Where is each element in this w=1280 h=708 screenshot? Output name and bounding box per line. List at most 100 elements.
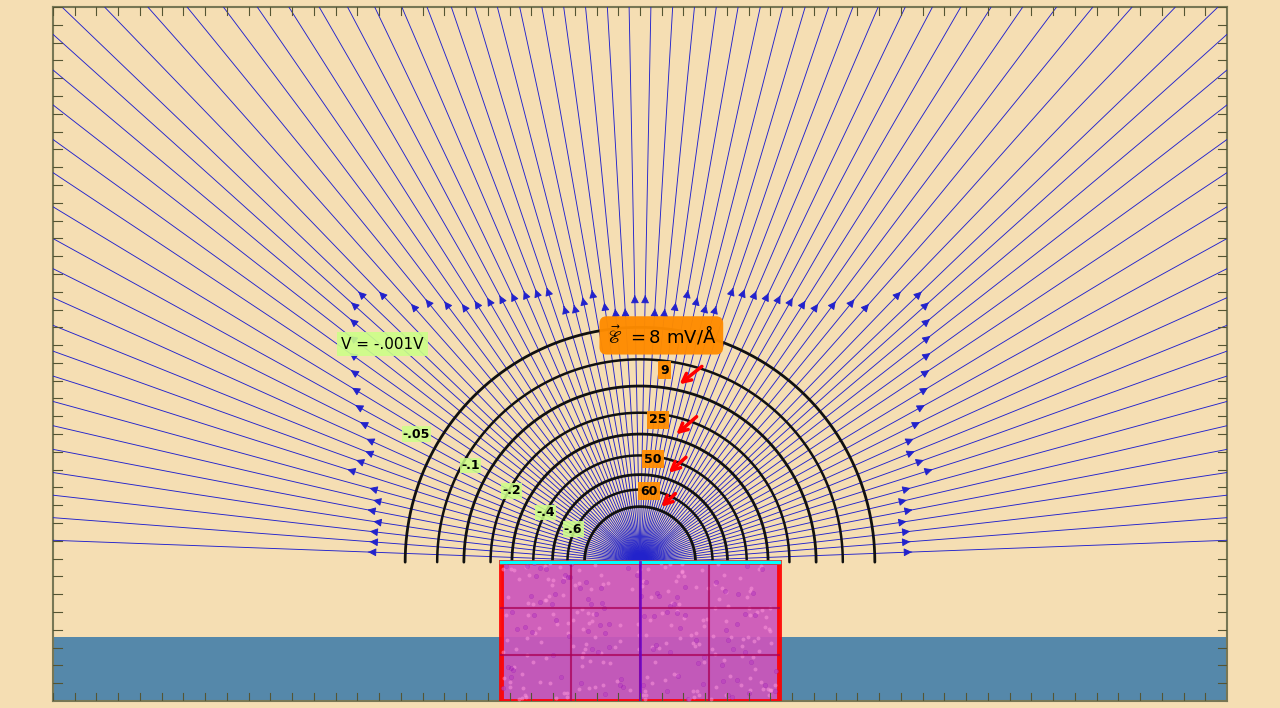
Point — [675, 581, 695, 593]
FancyArrowPatch shape — [671, 303, 678, 311]
FancyArrowPatch shape — [660, 309, 667, 316]
Point — [547, 618, 567, 629]
Point — [572, 647, 593, 658]
FancyArrowPatch shape — [488, 299, 494, 307]
Text: -.4: -.4 — [536, 506, 556, 519]
Point — [659, 600, 680, 612]
Point — [495, 561, 516, 572]
Point — [728, 588, 749, 600]
Point — [529, 622, 549, 634]
Point — [576, 576, 596, 588]
Point — [667, 669, 687, 680]
Point — [741, 657, 762, 668]
Point — [694, 651, 714, 662]
Point — [655, 674, 676, 685]
Point — [550, 671, 571, 683]
Point — [579, 617, 599, 629]
Point — [541, 579, 562, 590]
Point — [571, 651, 591, 662]
Text: -.2: -.2 — [502, 484, 521, 497]
Point — [631, 556, 652, 568]
Point — [737, 560, 758, 571]
FancyArrowPatch shape — [902, 487, 910, 493]
Point — [685, 641, 705, 652]
Point — [572, 623, 593, 634]
Point — [667, 607, 687, 619]
Point — [709, 593, 730, 604]
Point — [631, 590, 652, 602]
FancyArrowPatch shape — [358, 292, 366, 299]
Point — [536, 564, 557, 575]
Point — [703, 644, 723, 655]
FancyArrowPatch shape — [905, 439, 913, 445]
Point — [577, 607, 598, 619]
Point — [613, 682, 634, 693]
Point — [692, 615, 713, 626]
Point — [672, 566, 692, 577]
Point — [643, 644, 663, 655]
Point — [506, 643, 526, 654]
FancyArrowPatch shape — [462, 304, 468, 312]
Point — [749, 646, 769, 657]
Point — [628, 566, 649, 578]
FancyArrowPatch shape — [352, 303, 360, 310]
Point — [572, 604, 593, 615]
FancyArrowPatch shape — [380, 292, 387, 299]
Point — [707, 576, 727, 588]
FancyArrowPatch shape — [812, 304, 818, 312]
Point — [561, 571, 581, 582]
Point — [591, 598, 612, 609]
Point — [590, 582, 611, 593]
FancyArrowPatch shape — [370, 539, 378, 546]
Point — [632, 576, 653, 587]
Point — [611, 673, 631, 685]
FancyArrowPatch shape — [914, 292, 922, 299]
Point — [681, 629, 701, 641]
Point — [641, 641, 662, 653]
Point — [716, 624, 736, 635]
Point — [760, 685, 781, 696]
Point — [760, 625, 781, 636]
Point — [530, 596, 550, 607]
Point — [493, 682, 513, 693]
Point — [765, 666, 786, 677]
Point — [716, 624, 736, 635]
Point — [570, 583, 590, 594]
Point — [735, 646, 755, 658]
Point — [570, 564, 590, 576]
Point — [714, 655, 735, 666]
Point — [521, 590, 541, 602]
Point — [692, 679, 713, 690]
FancyArrowPatch shape — [861, 304, 868, 312]
FancyArrowPatch shape — [893, 292, 900, 299]
Point — [607, 675, 627, 687]
Point — [675, 581, 695, 593]
Point — [675, 610, 695, 621]
Point — [605, 641, 626, 653]
FancyArrowPatch shape — [369, 549, 376, 556]
Point — [521, 627, 541, 638]
Point — [545, 614, 566, 625]
Point — [500, 671, 521, 683]
Point — [671, 558, 691, 569]
Point — [684, 637, 704, 649]
Text: 60: 60 — [640, 485, 658, 498]
Point — [753, 563, 773, 574]
Point — [502, 664, 522, 675]
Point — [495, 610, 516, 621]
Point — [716, 586, 736, 597]
Point — [579, 625, 599, 636]
Point — [595, 688, 616, 700]
FancyArrowPatch shape — [799, 302, 805, 309]
Point — [628, 629, 649, 641]
Point — [644, 610, 664, 622]
FancyArrowPatch shape — [774, 296, 781, 304]
Point — [580, 683, 600, 694]
FancyArrowPatch shape — [563, 307, 570, 314]
FancyArrowPatch shape — [356, 406, 364, 412]
Point — [515, 690, 535, 701]
Point — [707, 576, 727, 588]
Point — [554, 687, 575, 699]
Point — [727, 675, 748, 686]
FancyArrowPatch shape — [727, 288, 733, 296]
